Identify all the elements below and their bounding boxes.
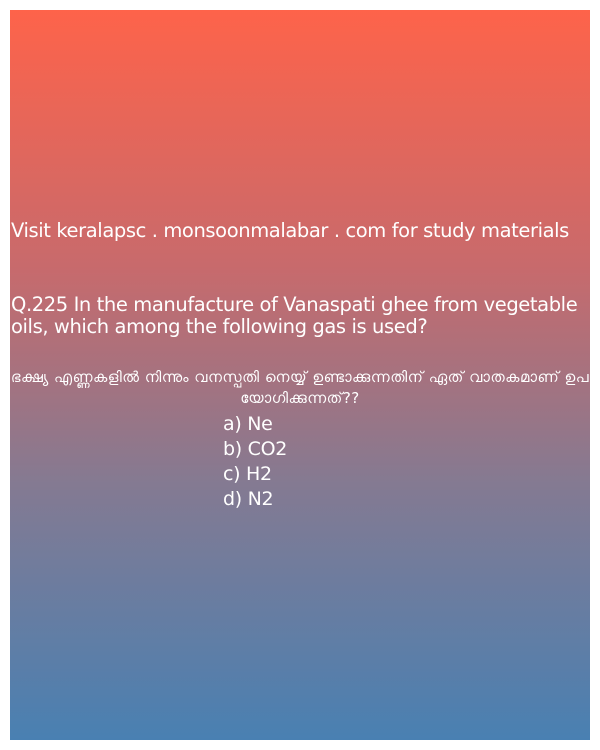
option-d: d) N2 (223, 488, 274, 510)
question-text: Q.225 In the manufacture of Vanaspati gh… (11, 293, 578, 338)
options-list: a) Ne b) CO2 c) H2 d) N2 (223, 412, 287, 512)
option-a: a) Ne (223, 413, 273, 435)
option-b: b) CO2 (223, 438, 288, 460)
question-text-malayalam: ഭക്ഷ്യ എണ്ണകളിൽ നിന്നും വനസ്പതി നെയ്യ് ഉ… (10, 368, 590, 407)
option-c: c) H2 (223, 463, 272, 485)
question-card: Visit keralapsc . monsoonmalabar . com f… (10, 10, 590, 740)
promo-text: Visit keralapsc . monsoonmalabar . com f… (11, 219, 569, 242)
